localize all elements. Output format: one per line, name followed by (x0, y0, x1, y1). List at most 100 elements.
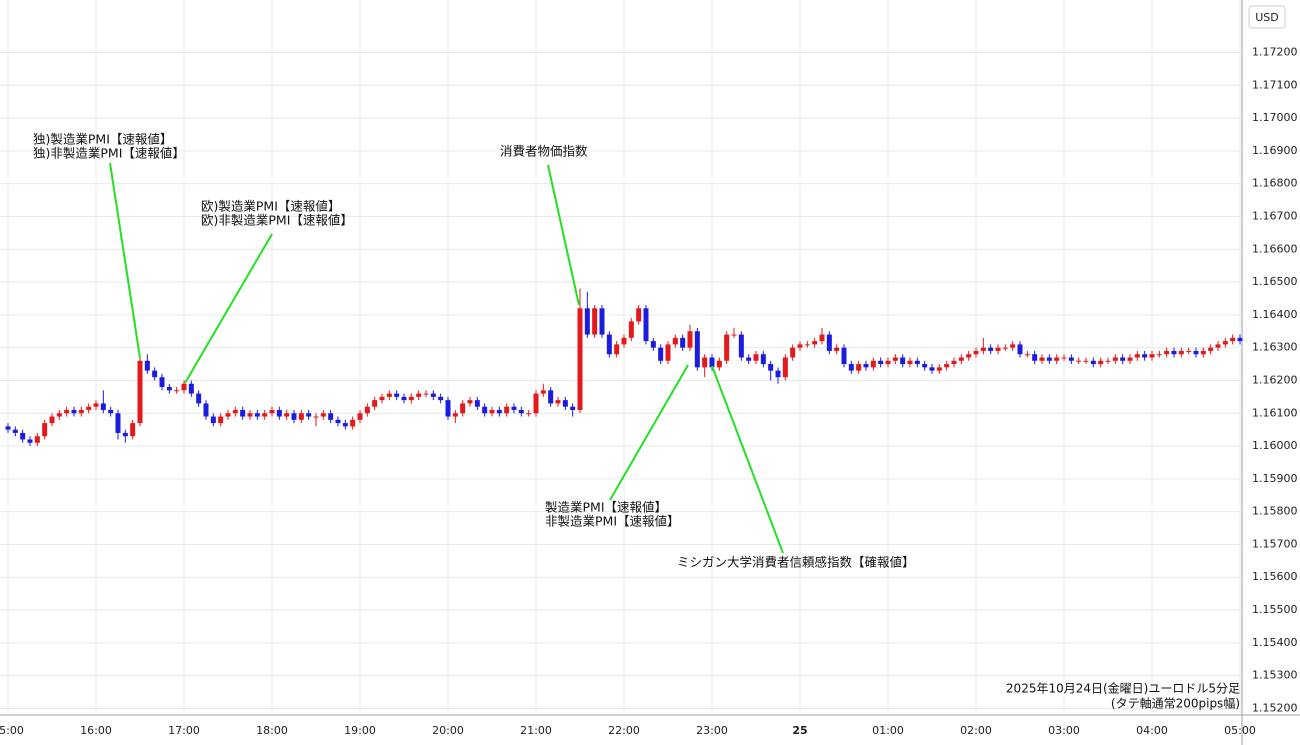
candle (115, 409, 121, 440)
candle (276, 406, 282, 420)
candle (1208, 344, 1214, 355)
candle-body (489, 409, 495, 414)
candle-body (27, 439, 33, 443)
x-tick-label: 17:00 (168, 724, 200, 737)
candle (438, 393, 444, 404)
candle-body (753, 354, 759, 361)
annotation-leader (547, 164, 580, 306)
candle (1178, 347, 1184, 358)
candle-body (1164, 350, 1170, 355)
candle (460, 400, 466, 417)
candle-body (768, 364, 774, 371)
candle-body (350, 419, 356, 427)
candle-body (592, 308, 598, 335)
candle (262, 409, 268, 420)
candle (606, 331, 612, 358)
candle (489, 406, 495, 417)
candle-body (702, 357, 708, 368)
candle (672, 334, 678, 348)
candle (71, 406, 77, 417)
candle (1112, 354, 1118, 365)
candle (834, 344, 840, 355)
candle (416, 390, 422, 401)
candle-body (1142, 354, 1148, 358)
x-tick-label: 05:00 (1224, 724, 1256, 737)
candle (775, 367, 781, 384)
candle-body (973, 350, 979, 355)
candle (12, 426, 18, 437)
candle (225, 409, 231, 420)
candle-body (100, 403, 106, 410)
y-tick-label: 1.16500 (1252, 275, 1298, 288)
candle-body (760, 354, 766, 365)
candle-body (1237, 337, 1243, 342)
candle (658, 344, 664, 365)
candle (1222, 337, 1228, 348)
candle (900, 354, 906, 368)
candle-body (848, 364, 854, 371)
candle (614, 341, 620, 358)
candle (108, 406, 114, 417)
candle (768, 360, 774, 381)
candle (93, 400, 99, 410)
candle-body (108, 409, 114, 414)
candle (621, 334, 627, 348)
candle-body (1046, 357, 1052, 361)
candle-body (474, 400, 480, 407)
candle (1054, 354, 1060, 365)
candle (5, 423, 11, 433)
candle-body (1127, 357, 1133, 361)
candle (218, 413, 224, 427)
candle (379, 393, 385, 404)
candle (1024, 350, 1030, 358)
candle (159, 373, 165, 391)
candle-body (1186, 350, 1192, 352)
candle-body (628, 321, 634, 338)
candle-body (122, 432, 128, 437)
candle-body (276, 409, 282, 417)
candle (364, 403, 370, 417)
candle-body (401, 396, 407, 401)
candle (980, 337, 986, 355)
candle (386, 390, 392, 401)
y-tick-label: 1.16000 (1252, 439, 1298, 452)
candle-body (115, 413, 121, 433)
candle-body (929, 367, 935, 371)
candle-body (320, 413, 326, 417)
candle-body (878, 360, 884, 365)
candle (1090, 357, 1096, 368)
candles (5, 288, 1243, 447)
candle (350, 416, 356, 430)
candle (841, 344, 847, 368)
candle-body (42, 423, 48, 437)
candle (1134, 350, 1140, 361)
candle-body (584, 308, 590, 335)
candle (643, 305, 649, 345)
candle (430, 390, 436, 401)
candle (936, 364, 942, 374)
candle (856, 360, 862, 374)
candle-body (166, 387, 172, 391)
annotation-leader (609, 364, 689, 501)
candle-body (364, 406, 370, 414)
candle (562, 396, 568, 410)
candle (27, 436, 33, 447)
candle (746, 354, 752, 365)
candle-body (1149, 354, 1155, 358)
candle (254, 409, 260, 420)
candle (804, 341, 810, 348)
candle-body (672, 337, 678, 345)
candle-body (1054, 357, 1060, 361)
candle-body (988, 347, 994, 351)
candle-body (731, 334, 737, 336)
candle-body (152, 370, 158, 378)
candle-body (269, 409, 275, 414)
candle (782, 354, 788, 381)
candle (966, 350, 972, 361)
candle (467, 396, 473, 407)
x-tick-label: 18:00 (256, 724, 288, 737)
candle-body (966, 354, 972, 358)
candle-body (716, 360, 722, 368)
candle-body (467, 400, 473, 404)
candle (100, 390, 106, 414)
